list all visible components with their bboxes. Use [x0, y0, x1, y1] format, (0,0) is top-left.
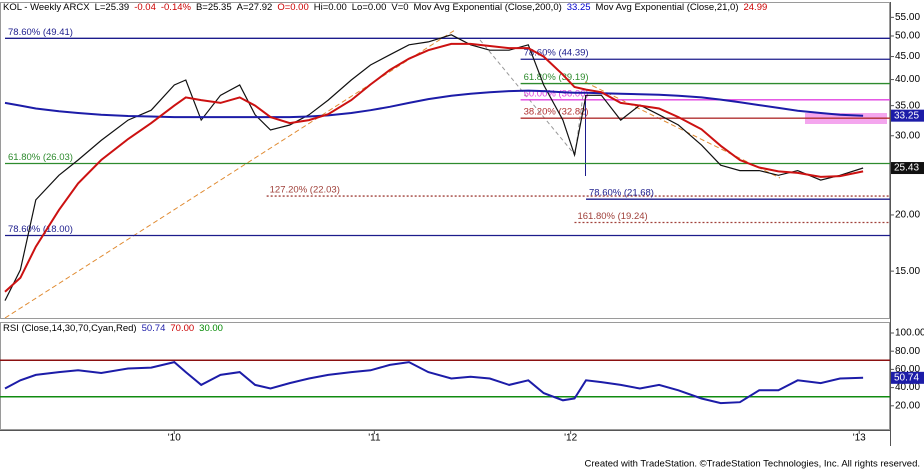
- trend-line: [479, 39, 576, 156]
- rsi-panel: [0, 322, 890, 430]
- header-item: 70.00: [170, 323, 195, 334]
- y-tick-label: 40.00: [895, 74, 920, 85]
- x-tick-label: '12: [564, 433, 577, 444]
- x-tick-label: '10: [168, 433, 181, 444]
- last-value-box: [891, 162, 924, 175]
- rsi-header: RSI (Close,14,30,70,Cyan,Red) 50.74 70.00 3…: [3, 323, 228, 334]
- level-label: 78.60% (49.41): [8, 27, 73, 38]
- header-item: RSI (Close,14,30,70,Cyan,Red): [3, 323, 137, 334]
- header-item: 30.00: [199, 323, 223, 334]
- trend-line: [584, 81, 781, 179]
- y-tick-label: 30.00: [895, 130, 920, 141]
- y-tick-label: 100.00: [895, 328, 924, 339]
- series-line: [4, 361, 864, 405]
- x-tick-label: '11: [368, 433, 381, 444]
- footer: Created with TradeStation. ©TradeStation…: [585, 459, 920, 470]
- price-panel: [0, 2, 890, 319]
- y-tick-label: 20.00: [895, 210, 920, 221]
- y-tick-label: 45.00: [895, 51, 920, 62]
- header-item: Lo=0.00: [351, 2, 387, 13]
- last-value-box: [891, 109, 924, 122]
- y-tick-label: 80.00: [895, 346, 920, 357]
- header-item: Hi=0.00: [313, 2, 347, 13]
- header-item: B=25.35: [195, 2, 232, 13]
- y-tick-label: 40.00: [895, 382, 920, 393]
- x-tick-label: '13: [853, 433, 866, 444]
- level-label: 38.20% (32.82): [524, 107, 589, 118]
- y-tick-label: 35.00: [895, 100, 920, 111]
- header-item: V=0: [391, 2, 409, 13]
- y-tick-label: 20.00: [895, 400, 920, 411]
- header-item: A=27.92: [236, 2, 273, 13]
- header-item: O=0.00: [277, 2, 309, 13]
- series-line: [4, 42, 864, 293]
- y-tick-label: 15.00: [895, 266, 920, 277]
- series-line: [4, 34, 864, 301]
- plot-layer: 55.0050.0045.0040.0035.0030.0025.0020.00…: [0, 12, 924, 444]
- y-tick-label: 55.00: [895, 12, 920, 23]
- level-label: 161.80% (19.24): [577, 211, 647, 222]
- level-label: 61.80% (26.03): [8, 152, 73, 163]
- y-tick-label: 60.00: [895, 364, 920, 375]
- series-line: [4, 89, 864, 119]
- level-label: 78.60% (21.68): [589, 188, 654, 199]
- last-value-label: 50.74: [894, 372, 919, 383]
- level-label: 50.00% (36.06): [524, 88, 589, 99]
- level-label: 78.60% (44.39): [524, 48, 589, 59]
- header-item: 33.25: [566, 2, 591, 13]
- level-label: 61.80% (39.19): [524, 72, 589, 83]
- header-item: Mov Avg Exponential (Close,21,0): [595, 2, 739, 13]
- header-item: -0.14%: [160, 2, 191, 13]
- y-tick-label: 50.00: [895, 31, 920, 42]
- header-item: -0.04: [134, 2, 156, 13]
- header-item: Mov Avg Exponential (Close,200,0): [413, 2, 562, 13]
- last-value-box: [891, 371, 924, 384]
- price-header: KOL - Weekly ARCX L=25.39 -0.04 -0.14% B=25.…: [3, 2, 772, 13]
- header-item: KOL - Weekly ARCX: [3, 2, 90, 13]
- header-item: L=25.39: [94, 2, 130, 13]
- last-value-label: 33.25: [894, 110, 919, 121]
- header-item: 24.99: [743, 2, 768, 13]
- trend-line: [4, 29, 456, 319]
- level-label: 78.60% (18.00): [8, 224, 73, 235]
- header-item: 50.74: [141, 323, 166, 334]
- last-value-label: 25.43: [894, 163, 919, 174]
- level-label: 127.20% (22.03): [270, 185, 340, 196]
